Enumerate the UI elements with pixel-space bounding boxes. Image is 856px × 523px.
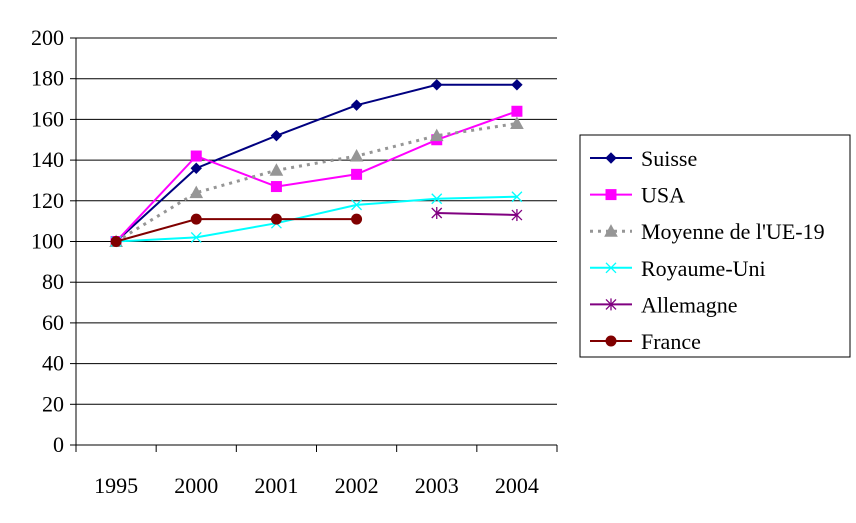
data-point [190,231,202,243]
x-tick-label: 1995 [94,473,138,498]
series-line [115,110,518,243]
y-tick-label: 140 [31,147,64,172]
data-point [270,213,282,225]
x-axis-ticks: 1995 2000 2001 2002 2003 2004 [75,445,558,498]
legend-item-allemagne: Allemagne [590,292,738,317]
data-point [349,148,364,162]
data-point [190,213,202,225]
x-tick-label: 2001 [254,473,298,498]
legend-marker [605,262,617,274]
legend-label: Allemagne [641,292,738,317]
data-point [270,129,283,142]
data-point [351,213,363,225]
data-point [511,105,523,117]
data-point [511,209,523,222]
legend-marker [605,152,617,164]
grid [76,37,557,405]
legend-label: Moyenne de l'UE-19 [641,219,825,244]
y-tick-label: 60 [42,310,64,335]
legend-marker [605,335,617,347]
series-allemagne [431,207,523,222]
legend-marker [604,224,618,237]
y-tick-label: 120 [31,188,64,213]
data-point [431,193,443,205]
legend-item-moyenne-de-l-ue-19: Moyenne de l'UE-19 [590,219,825,244]
legend-item-suisse: Suisse [590,146,697,171]
legend-box [579,134,851,358]
legend-label: Suisse [641,146,697,171]
data-point [351,168,363,180]
data-point [429,128,444,142]
legend-label: Royaume-Uni [641,256,766,281]
data-point [510,116,524,129]
x-tick-label: 2002 [335,473,379,498]
series-suisse [110,79,523,248]
legend-label: France [641,329,701,354]
data-point [110,236,122,247]
data-point [270,181,282,193]
x-tick-label: 2004 [495,473,539,498]
legend-item-royaume-uni: Royaume-Uni [590,256,766,281]
y-tick-label: 100 [31,229,64,254]
legend-label: USA [641,183,685,208]
x-tick-label: 2003 [415,473,459,498]
legend-marker [605,189,617,201]
data-point [511,79,523,91]
legend-marker [605,298,617,311]
series-line [115,83,517,243]
series-line [115,122,518,243]
data-point [351,199,363,211]
x-tick-label: 2000 [174,473,218,498]
y-tick-label: 200 [31,25,64,50]
data-point [431,207,443,220]
data-point [269,163,284,176]
y-axis-ticks: 0 20 40 60 80 100 120 140 160 180 200 [31,25,76,457]
y-tick-label: 160 [31,106,64,131]
y-tick-label: 180 [31,66,64,91]
series-group [109,79,524,248]
data-point [350,99,363,111]
data-point [431,79,443,91]
y-tick-label: 0 [53,432,64,457]
legend-item-france: France [590,329,701,354]
y-tick-label: 80 [42,269,64,294]
data-point [190,162,202,174]
data-point [511,191,523,203]
legend-item-usa: USA [590,183,685,208]
series-france [110,213,363,247]
series-line [116,195,517,243]
series-line [436,212,517,216]
data-point [189,185,204,199]
series-line [115,218,357,243]
y-tick-label: 20 [42,391,64,416]
data-point [190,150,202,162]
y-tick-label: 40 [42,351,64,376]
legend: Suisse USA Moyenne de l'UE-19 Royaume-Uni Al… [579,134,851,358]
